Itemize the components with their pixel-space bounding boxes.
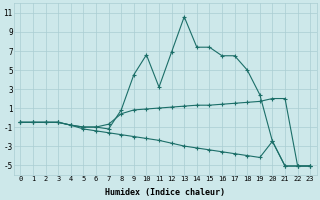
X-axis label: Humidex (Indice chaleur): Humidex (Indice chaleur) xyxy=(105,188,225,197)
